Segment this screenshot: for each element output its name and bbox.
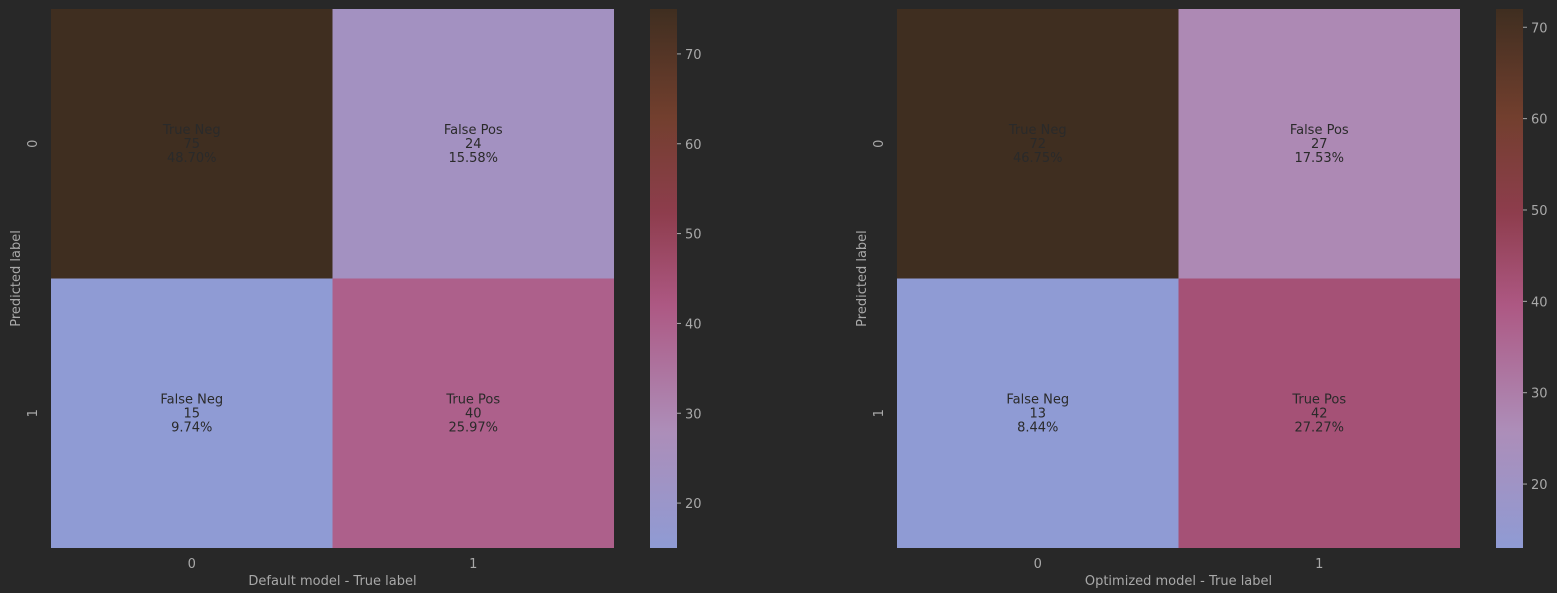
- cell-count: 27: [1311, 137, 1328, 152]
- cell-count: 40: [465, 406, 482, 421]
- heatmap-cell: [332, 278, 614, 548]
- cell-percent: 46.75%: [1013, 151, 1063, 166]
- colorbar-tick-label: 40: [685, 317, 702, 332]
- heatmap-cell: [1178, 9, 1460, 279]
- x-axis-label: Optimized model - True label: [1085, 574, 1272, 589]
- cell-label: False Pos: [444, 123, 503, 138]
- colorbar-tick-label: 30: [1531, 387, 1548, 402]
- cell-label: True Pos: [1291, 392, 1346, 407]
- cell-label: True Pos: [445, 392, 500, 407]
- cell-count: 24: [465, 137, 482, 152]
- x-tick-label: 1: [469, 557, 477, 572]
- cell-percent: 8.44%: [1017, 420, 1058, 435]
- colorbar-tick-label: 50: [685, 228, 702, 243]
- x-tick-label: 0: [188, 557, 196, 572]
- heatmap-cell: [897, 278, 1179, 548]
- cell-percent: 25.97%: [448, 420, 498, 435]
- colorbar-tick-label: 50: [1531, 204, 1548, 219]
- cell-percent: 9.74%: [171, 420, 212, 435]
- colorbar-tick-label: 20: [1531, 478, 1548, 493]
- cell-percent: 15.58%: [448, 151, 498, 166]
- cell-count: 13: [1029, 406, 1046, 421]
- colorbar-tick-label: 20: [685, 497, 702, 512]
- cell-label: False Pos: [1290, 123, 1349, 138]
- y-axis-label: Predicted label: [855, 230, 870, 327]
- colorbar-tick-label: 70: [1531, 21, 1548, 36]
- cell-percent: 27.27%: [1294, 420, 1344, 435]
- cell-count: 75: [183, 137, 200, 152]
- cell-label: False Neg: [1006, 392, 1069, 407]
- cell-label: True Neg: [162, 123, 221, 138]
- heatmap-cell: [1178, 278, 1460, 548]
- heatmap-cell: [51, 9, 333, 279]
- cell-label: True Neg: [1008, 123, 1067, 138]
- colorbar-tick-label: 40: [1531, 295, 1548, 310]
- cell-count: 42: [1311, 406, 1328, 421]
- y-tick-label: 1: [872, 409, 887, 417]
- colorbar: [650, 9, 677, 548]
- cell-percent: 48.70%: [167, 151, 217, 166]
- x-tick-label: 0: [1034, 557, 1042, 572]
- y-tick-label: 0: [26, 140, 41, 148]
- colorbar-tick-label: 70: [685, 48, 702, 63]
- cell-count: 72: [1029, 137, 1046, 152]
- heatmap-cell: [897, 9, 1179, 279]
- colorbar-tick-label: 60: [1531, 113, 1548, 128]
- cell-percent: 17.53%: [1294, 151, 1344, 166]
- y-axis-label: Predicted label: [9, 230, 24, 327]
- colorbar-tick-label: 60: [685, 138, 702, 153]
- colorbar-tick-label: 30: [685, 407, 702, 422]
- x-axis-label: Default model - True label: [248, 574, 416, 589]
- y-tick-label: 1: [26, 409, 41, 417]
- heatmap-cell: [332, 9, 614, 279]
- x-tick-label: 1: [1315, 557, 1323, 572]
- heatmap-cell: [51, 278, 333, 548]
- y-tick-label: 0: [872, 140, 887, 148]
- colorbar: [1496, 9, 1523, 548]
- cell-label: False Neg: [160, 392, 223, 407]
- cell-count: 15: [183, 406, 200, 421]
